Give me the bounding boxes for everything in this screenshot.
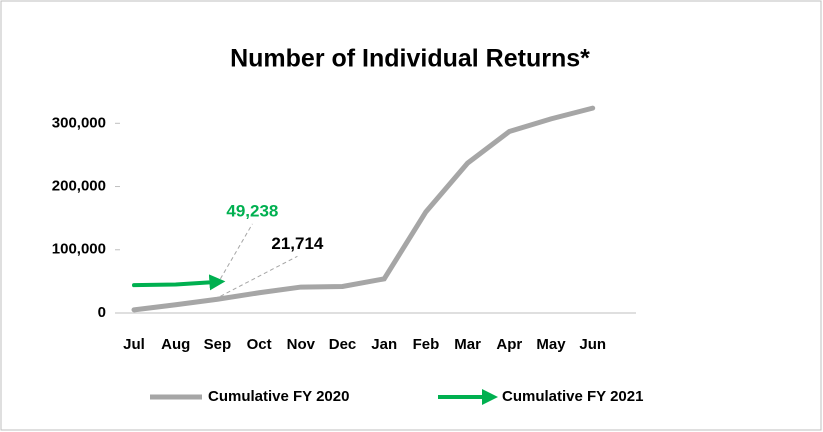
y-tick-label: 300,000 — [52, 114, 106, 131]
y-tick-label: 100,000 — [52, 241, 106, 258]
x-tick-label: Apr — [496, 336, 522, 353]
chart-title: Number of Individual Returns* — [230, 45, 590, 73]
y-tick-label: 0 — [98, 304, 106, 321]
data-label: 49,238 — [226, 201, 278, 220]
x-tick-label: Dec — [329, 336, 357, 353]
data-label: 21,714 — [271, 234, 324, 253]
series-line — [132, 274, 226, 291]
legend-label: Cumulative FY 2021 — [502, 388, 643, 405]
series-line — [131, 105, 596, 313]
x-tick-label: Nov — [287, 336, 316, 353]
y-tick-label: 200,000 — [52, 177, 106, 194]
leader-line — [219, 223, 253, 280]
x-tick-label: Feb — [413, 336, 440, 353]
x-tick-label: Jan — [371, 336, 397, 353]
x-tick-label: Sep — [204, 336, 232, 353]
legend-label: Cumulative FY 2020 — [208, 388, 349, 405]
x-tick-label: Jul — [123, 336, 145, 353]
x-tick-label: Oct — [247, 336, 272, 353]
x-tick-label: Jun — [579, 336, 606, 353]
x-tick-label: Aug — [161, 336, 190, 353]
x-tick-label: Mar — [454, 336, 481, 353]
x-tick-label: May — [536, 336, 566, 353]
leader-line — [220, 255, 298, 297]
